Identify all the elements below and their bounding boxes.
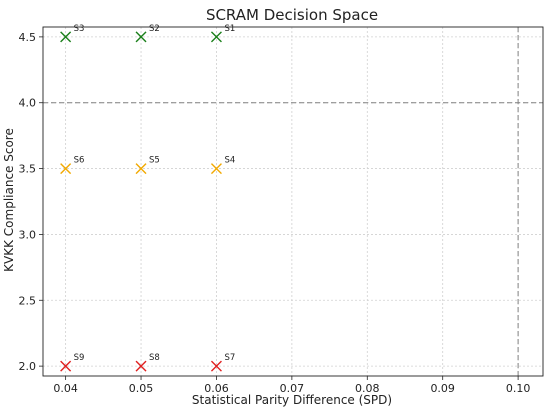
x-tick-label: 0.07 <box>280 382 305 395</box>
point-label: S5 <box>149 156 160 166</box>
x-marker-stroke <box>135 31 147 43</box>
data-point-s7: S7 <box>210 353 235 372</box>
chart-title: SCRAM Decision Space <box>206 6 378 24</box>
x-marker-stroke <box>135 360 147 372</box>
y-tick-label: 4.5 <box>19 31 37 44</box>
data-point-s4: S4 <box>210 156 235 175</box>
x-marker-stroke <box>210 31 222 43</box>
x-tick-label: 0.10 <box>506 382 531 395</box>
point-label: S7 <box>224 353 235 363</box>
data-point-s8: S8 <box>135 353 160 372</box>
x-marker-stroke <box>60 163 72 175</box>
plot-frame <box>42 26 544 377</box>
point-label: S2 <box>149 24 160 34</box>
point-label: S6 <box>74 156 85 166</box>
data-point-s2: S2 <box>135 24 160 43</box>
data-point-s1: S1 <box>210 24 235 43</box>
data-point-s3: S3 <box>60 24 85 43</box>
x-marker-stroke <box>60 360 72 372</box>
y-tick-label: 4.0 <box>19 97 37 110</box>
point-label: S4 <box>224 156 235 166</box>
point-label: S9 <box>74 353 85 363</box>
x-tick-label: 0.05 <box>129 382 154 395</box>
x-tick-label: 0.08 <box>355 382 380 395</box>
grid-layer <box>43 27 543 376</box>
x-marker-stroke <box>210 163 222 175</box>
y-tick-label: 2.5 <box>19 294 37 307</box>
point-label: S8 <box>149 353 160 363</box>
y-tick-label: 3.5 <box>19 163 37 176</box>
data-point-s9: S9 <box>60 353 85 372</box>
x-marker-stroke <box>60 31 72 43</box>
x-tick-label: 0.04 <box>53 382 78 395</box>
x-marker-stroke <box>135 163 147 175</box>
y-axis-label: KVKK Compliance Score <box>2 128 16 272</box>
reference-lines <box>43 27 543 376</box>
x-marker-stroke <box>210 360 222 372</box>
data-point-s5: S5 <box>135 156 160 175</box>
data-points: S1 S2 S3 S4 S5 S6 S7 S8 S9 <box>60 24 235 372</box>
x-tick-label: 0.06 <box>204 382 229 395</box>
axes: 0.04 0.05 0.06 0.07 0.08 0.09 0.10 2.0 2.5 3.0 3.5… <box>19 26 544 395</box>
data-point-s6: S6 <box>60 156 85 175</box>
point-label: S1 <box>224 24 235 34</box>
x-axis-label: Statistical Parity Difference (SPD) <box>192 393 392 407</box>
y-tick-label: 3.0 <box>19 228 37 241</box>
x-tick-label: 0.09 <box>430 382 455 395</box>
point-label: S3 <box>74 24 85 34</box>
y-tick-label: 2.0 <box>19 360 37 373</box>
